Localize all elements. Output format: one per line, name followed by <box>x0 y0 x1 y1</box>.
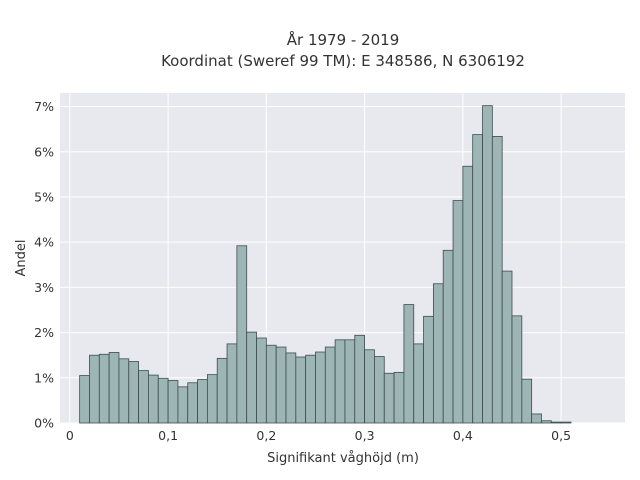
y-axis-title: Andel <box>14 240 29 277</box>
histogram-bar <box>324 346 336 424</box>
histogram-bar <box>187 382 198 424</box>
x-tick-label: 0,1 <box>158 428 178 443</box>
histogram-bar <box>128 361 140 424</box>
y-tick-label: 1% <box>34 370 54 385</box>
histogram-bar <box>344 339 356 424</box>
histogram-bar <box>226 343 238 424</box>
y-tick-label: 4% <box>34 235 54 250</box>
histogram-bar <box>491 135 503 424</box>
x-tick-label: 0,5 <box>551 428 571 443</box>
histogram-bar <box>275 346 287 424</box>
histogram-bar <box>393 371 405 424</box>
histogram-bar <box>413 343 424 424</box>
histogram-bar <box>403 304 415 424</box>
histogram-bar <box>432 283 444 424</box>
histogram-bar <box>246 331 257 424</box>
bars <box>79 105 572 424</box>
y-tick-label: 0% <box>34 416 54 431</box>
chart-subtitle: Koordinat (Sweref 99 TM): E 348586, N 63… <box>161 52 525 70</box>
histogram-bar <box>285 352 297 424</box>
chart-title: År 1979 - 2019 <box>287 30 400 49</box>
histogram-bar <box>295 356 307 424</box>
histogram-bar <box>501 270 513 424</box>
histogram-bar <box>442 249 454 424</box>
histogram-bar <box>305 354 316 424</box>
histogram-bar <box>472 134 483 424</box>
histogram-bar <box>206 374 218 424</box>
histogram-bar <box>256 337 267 424</box>
histogram-bar <box>157 377 169 424</box>
histogram-bar <box>531 413 542 424</box>
histogram-bar <box>118 358 130 424</box>
histogram-bar <box>383 372 395 424</box>
histogram-bar <box>148 374 159 424</box>
histogram-bar <box>550 421 562 424</box>
y-tick-label: 6% <box>34 144 54 159</box>
histogram-bar <box>374 356 385 424</box>
x-tick-label: 0,4 <box>453 428 473 443</box>
histogram-bar <box>334 339 346 424</box>
histogram-bar <box>511 315 523 424</box>
histogram-bar <box>265 344 277 424</box>
histogram-bar <box>98 353 110 424</box>
x-axis-title: Signifikant våghöjd (m) <box>267 451 419 466</box>
y-tick-label: 7% <box>34 99 54 114</box>
histogram-bar <box>197 379 208 424</box>
histogram-bar <box>236 245 248 424</box>
histogram-bar <box>423 315 434 424</box>
histogram-bar <box>108 352 120 424</box>
histogram-bar <box>364 349 375 424</box>
histogram-bar <box>452 200 464 424</box>
tick-labels: 0% 1% 2% 3% 4% 5% 6% 7% 0 0,1 0,2 0,3 0,4 0,5 <box>34 99 571 443</box>
histogram-bar <box>354 334 366 424</box>
x-tick-label: 0 <box>66 428 74 443</box>
y-tick-label: 3% <box>34 280 54 295</box>
y-tick-label: 2% <box>34 325 54 340</box>
histogram-bar <box>541 420 552 424</box>
histogram-bar <box>177 386 189 424</box>
x-tick-label: 0,2 <box>256 428 276 443</box>
x-tick-label: 0,3 <box>355 428 375 443</box>
histogram-bar <box>482 105 493 424</box>
y-tick-label: 5% <box>34 189 54 204</box>
histogram-bar <box>167 380 179 424</box>
histogram-bar <box>521 378 533 424</box>
histogram-bar <box>560 421 572 424</box>
histogram-bar <box>138 370 149 424</box>
histogram-bar <box>89 354 100 424</box>
histogram-bar <box>315 351 326 424</box>
histogram-bar <box>79 375 90 424</box>
histogram-bar <box>216 357 228 424</box>
histogram-bar <box>462 165 474 424</box>
